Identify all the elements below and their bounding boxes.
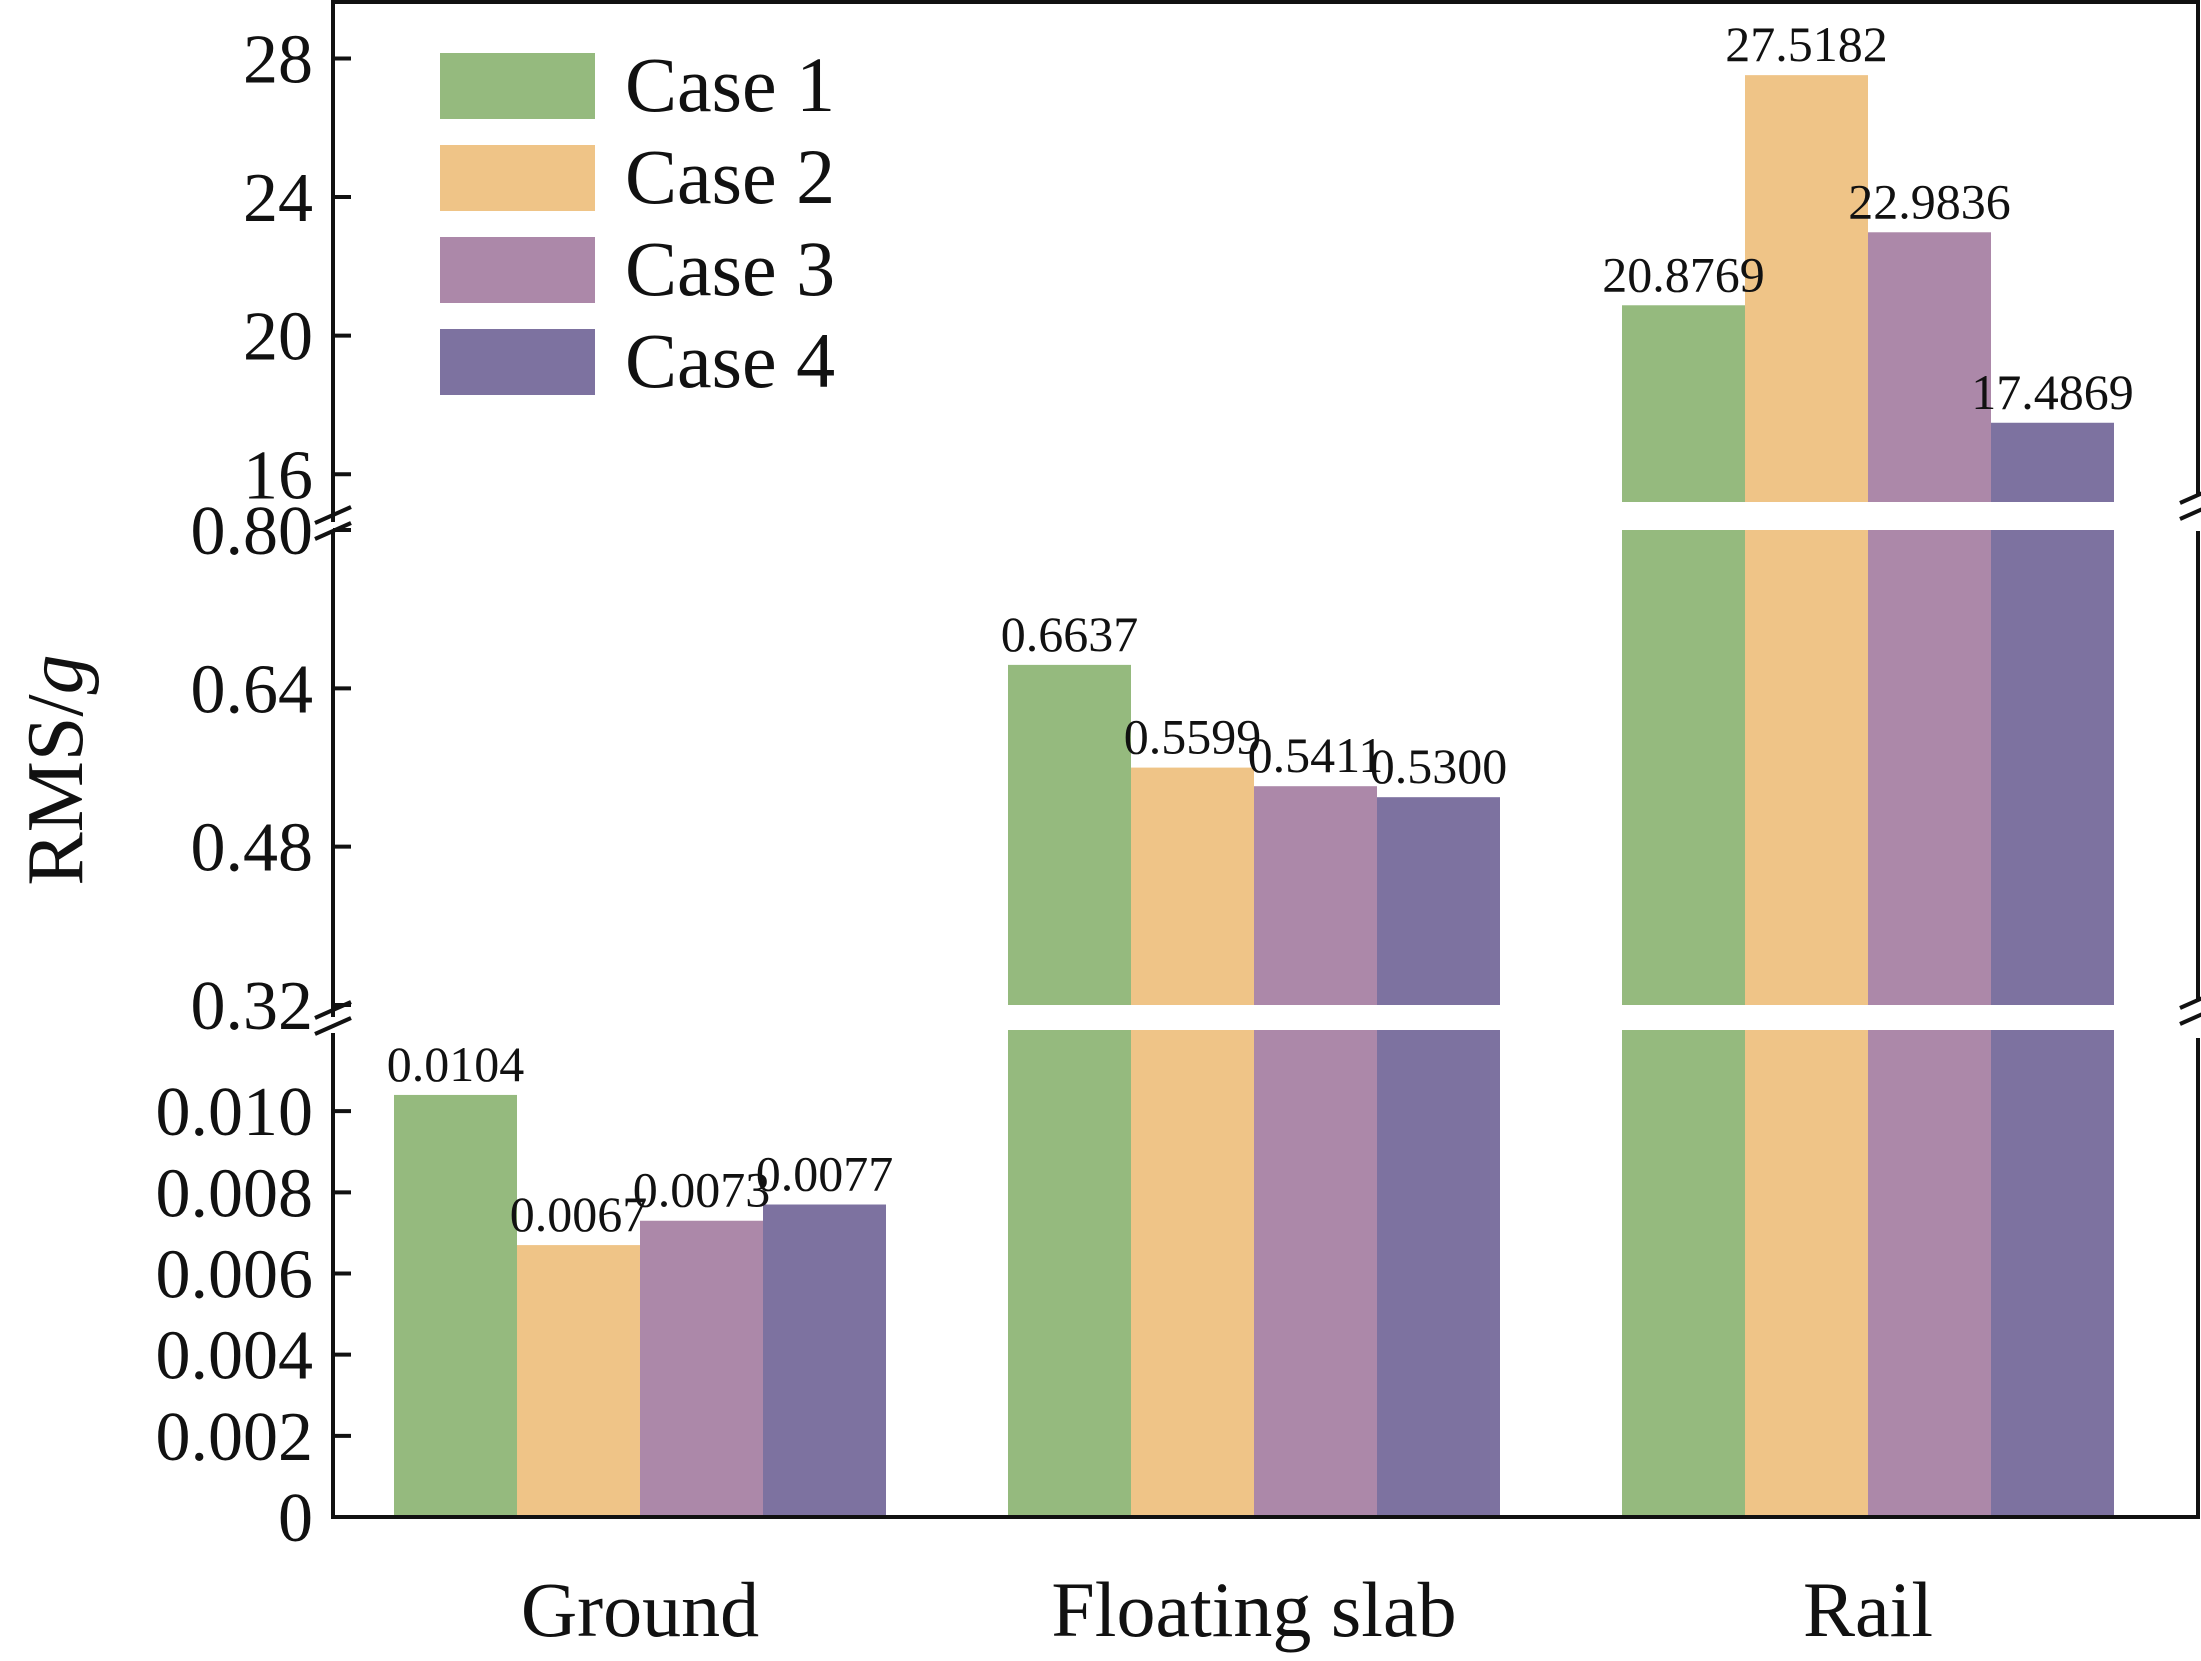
- bar-rail-case-4-segment-1: [1991, 530, 2114, 1005]
- data-label: 17.4869: [1971, 364, 2134, 420]
- y-tick-label: 0.006: [156, 1237, 314, 1314]
- x-tick-label: Floating slab: [1051, 1566, 1456, 1653]
- data-label: 0.0077: [756, 1146, 894, 1202]
- bar-rail-case-3-segment-1: [1868, 530, 1991, 1005]
- data-label: 27.5182: [1725, 16, 1888, 72]
- bar-rail-case-4: [1991, 422, 2114, 502]
- bar-floating-slab-case-1-segment-0: [1008, 1030, 1131, 1517]
- axis-break-right-upper-b: [2179, 507, 2201, 521]
- bar-ground-case-3: [640, 1220, 763, 1517]
- legend-label: Case 3: [625, 225, 835, 312]
- legend-swatch: [440, 53, 595, 119]
- bar-rail-case-3: [1868, 232, 1991, 502]
- data-label: 0.0073: [633, 1162, 771, 1218]
- legend-swatch: [440, 329, 595, 395]
- data-label: 0.0067: [510, 1186, 648, 1242]
- bar-ground-case-2: [517, 1245, 640, 1517]
- data-label: 0.6637: [1001, 606, 1139, 662]
- y-tick-label: 0.002: [156, 1399, 314, 1476]
- y-tick-label: 24: [243, 160, 313, 237]
- y-tick-label: 0.64: [191, 651, 314, 728]
- x-tick-label: Rail: [1803, 1566, 1933, 1653]
- bar-rail-case-2: [1745, 75, 1868, 503]
- bar-rail-case-4-segment-0: [1991, 1030, 2114, 1517]
- bar-rail-case-2-segment-0: [1745, 1030, 1868, 1517]
- bars-layer: [394, 75, 2114, 1517]
- legend-swatch: [440, 145, 595, 211]
- bar-floating-slab-case-1: [1008, 664, 1131, 1005]
- y-tick-label: 16: [243, 437, 313, 514]
- y-tick-label: 28: [243, 21, 313, 98]
- y-axis-label: RMS/g: [12, 654, 100, 885]
- data-label: 22.9836: [1848, 173, 2011, 229]
- y-tick-label: 20: [243, 299, 313, 376]
- bar-ground-case-4: [763, 1204, 886, 1517]
- bar-rail-case-1-segment-0: [1622, 1030, 1745, 1517]
- axis-break-left-lower-b: [314, 1016, 352, 1036]
- axis-break-left-upper-a: [314, 505, 352, 525]
- y-tick-label: 0.010: [156, 1074, 314, 1151]
- legend-label: Case 2: [625, 133, 835, 220]
- bar-rail-case-1: [1622, 305, 1745, 502]
- y-tick-label: 0: [278, 1480, 313, 1557]
- bar-floating-slab-case-2: [1131, 767, 1254, 1005]
- data-label: 0.5599: [1124, 709, 1262, 765]
- data-label: 0.5300: [1370, 738, 1508, 794]
- bar-floating-slab-case-4-segment-0: [1377, 1030, 1500, 1517]
- legend-label: Case 4: [625, 317, 835, 404]
- y-tick-label: 0.004: [156, 1318, 314, 1395]
- bar-floating-slab-case-3-segment-0: [1254, 1030, 1377, 1517]
- x-tick-label: Ground: [521, 1566, 759, 1653]
- y-tick-label: 0.80: [191, 493, 314, 570]
- axis-break-right-lower-b: [2179, 1012, 2201, 1026]
- axes-layer: [314, 0, 2201, 1519]
- axis-break-right-lower-a: [2179, 996, 2201, 1010]
- y-tick-label: 0.32: [191, 968, 314, 1045]
- bar-rail-case-3-segment-0: [1868, 1030, 1991, 1517]
- bar-ground-case-1: [394, 1094, 517, 1517]
- y-tick-label: 0.008: [156, 1155, 314, 1232]
- data-label: 20.8769: [1602, 246, 1765, 302]
- bar-floating-slab-case-4: [1377, 797, 1500, 1005]
- y-tick-label: 0.48: [191, 810, 314, 887]
- axis-break-right-upper-a: [2179, 491, 2201, 505]
- bar-rail-case-1-segment-1: [1622, 530, 1745, 1005]
- bar-floating-slab-case-3: [1254, 786, 1377, 1005]
- legend-swatch: [440, 237, 595, 303]
- data-label: 0.0104: [387, 1036, 525, 1092]
- bar-floating-slab-case-2-segment-0: [1131, 1030, 1254, 1517]
- legend-label: Case 1: [625, 41, 835, 128]
- data-label: 0.5411: [1248, 727, 1384, 783]
- bar-rail-case-2-segment-1: [1745, 530, 1868, 1005]
